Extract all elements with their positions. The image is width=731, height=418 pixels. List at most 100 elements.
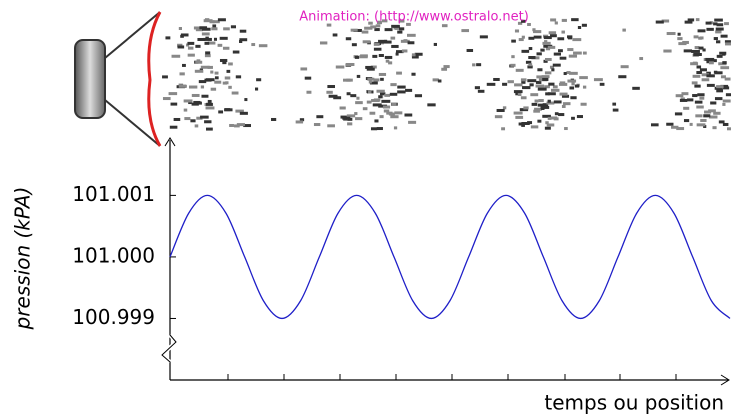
particle: [535, 84, 545, 88]
particle: [366, 100, 372, 104]
particle: [179, 72, 185, 76]
particle: [549, 65, 555, 69]
particle: [716, 85, 724, 89]
particle: [537, 68, 543, 72]
particle: [696, 105, 704, 109]
particle: [218, 110, 224, 114]
particle: [180, 33, 189, 37]
particle: [567, 48, 574, 52]
particle: [701, 78, 710, 82]
particle: [205, 51, 211, 55]
particle: [612, 102, 617, 106]
particle: [517, 21, 523, 25]
particle: [574, 84, 580, 88]
particle: [553, 52, 562, 56]
particle: [200, 115, 209, 119]
particle: [427, 103, 436, 107]
particle: [256, 78, 262, 82]
particle: [239, 38, 248, 42]
particle: [706, 74, 715, 78]
particle: [511, 55, 515, 59]
particle: [713, 111, 721, 115]
particle: [561, 104, 566, 108]
particle: [223, 27, 230, 31]
particle: [384, 28, 393, 32]
particle: [690, 62, 699, 66]
particle: [507, 80, 514, 84]
particle: [373, 42, 380, 46]
particle: [228, 62, 233, 66]
particle: [693, 35, 699, 39]
particle: [433, 42, 437, 46]
particle: [577, 26, 582, 30]
particle: [390, 115, 399, 119]
particle: [239, 111, 248, 115]
particle: [214, 76, 219, 80]
particle: [687, 18, 695, 22]
particle: [501, 127, 506, 131]
particle: [706, 27, 714, 31]
particle: [546, 123, 555, 127]
particle: [203, 19, 213, 23]
particle: [515, 68, 524, 72]
particle: [710, 101, 717, 105]
particle: [531, 102, 538, 106]
particle: [211, 27, 218, 31]
particle: [502, 82, 508, 86]
particle: [572, 38, 582, 42]
particle: [724, 77, 731, 81]
particle: [206, 127, 213, 131]
particle: [188, 101, 192, 105]
particle: [550, 18, 557, 22]
particle: [568, 54, 578, 58]
particle: [403, 39, 408, 43]
particle: [527, 22, 531, 26]
particle: [716, 54, 723, 58]
particle: [244, 98, 248, 102]
particle: [407, 33, 416, 37]
particle: [521, 35, 525, 39]
particle: [650, 123, 659, 127]
particle: [571, 18, 579, 22]
particle: [571, 82, 575, 86]
y-axis-arrow: [164, 137, 176, 147]
y-tick-label: 101.001: [72, 182, 155, 206]
particle: [195, 28, 203, 32]
particle: [411, 53, 416, 57]
particle: [683, 106, 690, 110]
particle: [204, 54, 211, 58]
particle: [723, 86, 730, 90]
x-axis-arrow: [720, 374, 730, 386]
particle: [691, 49, 700, 53]
particle: [229, 123, 234, 127]
particle: [521, 49, 530, 53]
particle: [196, 116, 203, 120]
axis-break: [161, 334, 177, 363]
particle: [373, 47, 382, 51]
particle: [381, 99, 391, 103]
particles: [162, 18, 731, 131]
particle: [258, 44, 268, 48]
annotation: Animation: (http://www.ostralo.net): [299, 10, 529, 25]
particle: [474, 86, 480, 90]
particle: [372, 103, 382, 107]
particle: [542, 41, 551, 45]
particle: [432, 78, 439, 82]
particle: [573, 51, 582, 55]
particle: [441, 67, 448, 71]
particle: [345, 62, 355, 66]
particle: [173, 117, 181, 121]
particle: [722, 99, 731, 103]
particle: [224, 76, 231, 80]
particle: [534, 107, 542, 111]
particle: [187, 41, 195, 45]
particle: [537, 119, 542, 123]
particle: [558, 82, 568, 86]
particle: [368, 21, 373, 25]
particle: [299, 118, 305, 122]
particle: [582, 85, 587, 89]
particle: [718, 120, 725, 124]
particle: [196, 59, 201, 63]
particle: [374, 119, 379, 123]
particle: [715, 30, 722, 34]
